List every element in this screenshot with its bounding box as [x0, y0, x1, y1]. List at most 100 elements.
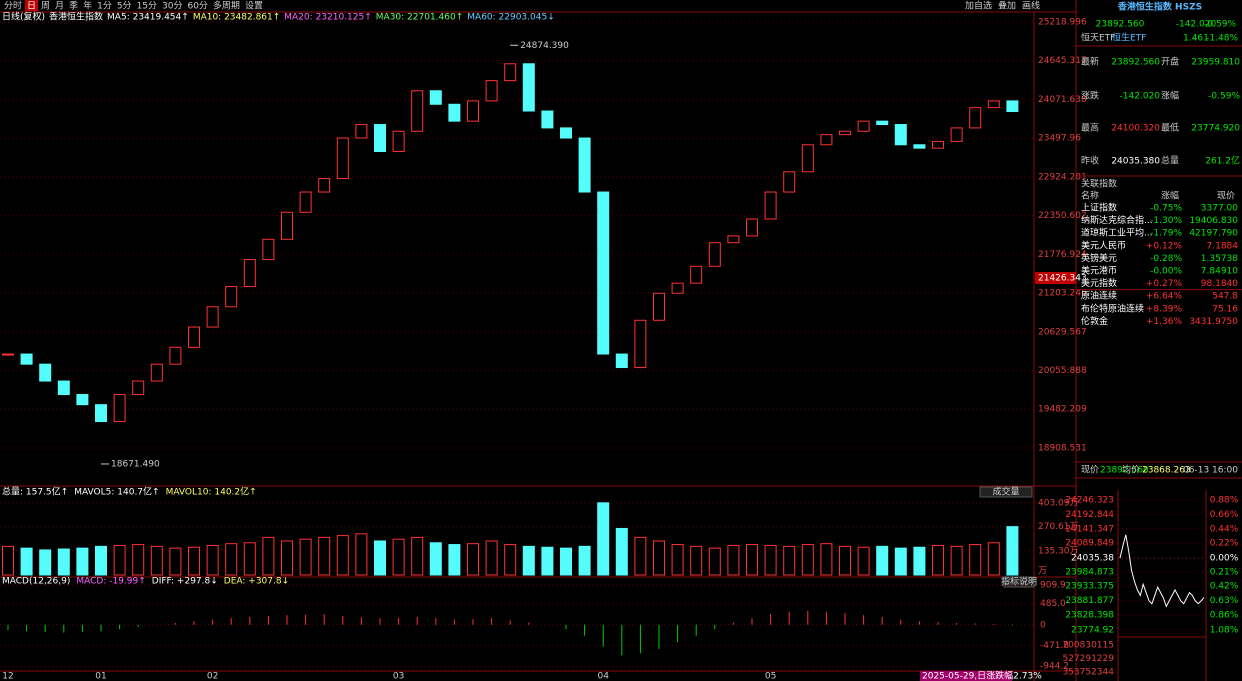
related-name[interactable]: 布伦特原油连续 — [1081, 302, 1144, 314]
minute-volume-label: 527291229 — [1062, 654, 1114, 664]
price-legend: MA30: 22701.460↑ — [376, 13, 463, 23]
toolbar-action[interactable]: 加自选 — [965, 0, 992, 12]
volume-bar — [560, 547, 572, 576]
related-name[interactable]: 伦敦金 — [1081, 315, 1108, 327]
y-tick-label: 403.09万 — [1038, 498, 1079, 508]
volume-bar — [95, 545, 107, 576]
volume-bar — [485, 540, 498, 576]
volume-bar — [913, 546, 926, 576]
volume-bar — [727, 544, 740, 576]
candle — [578, 137, 591, 193]
volume-bar — [262, 536, 275, 576]
toolbar-tab[interactable]: 季 — [69, 0, 78, 12]
candle — [522, 63, 535, 112]
toolbar-tab[interactable]: 设置 — [245, 1, 263, 12]
volume-bar — [113, 544, 126, 576]
related-price: 7.1884 — [1207, 241, 1239, 251]
toolbar-tab[interactable]: 60分 — [187, 1, 207, 12]
candle — [634, 319, 647, 369]
candle — [262, 238, 275, 261]
macd-button-label[interactable]: 指标说明 — [1001, 576, 1037, 588]
y-tick-label: 0 — [1040, 620, 1046, 630]
toolbar-tab[interactable]: 5分 — [117, 1, 132, 12]
volume-button-label[interactable]: 成交量 — [992, 486, 1019, 498]
toolbar-action[interactable]: 叠加 — [998, 1, 1016, 12]
toolbar-tab[interactable]: 15分 — [137, 1, 157, 12]
volume-bar — [653, 540, 665, 576]
candle — [876, 120, 889, 126]
candle — [950, 127, 963, 142]
quote-value: -142.020 — [1120, 92, 1161, 102]
candle — [913, 144, 926, 149]
volume-bar — [392, 538, 405, 576]
volume-bar — [225, 543, 238, 576]
volume-bar — [132, 544, 145, 576]
toolbar-tab[interactable]: 1分 — [97, 1, 112, 12]
y-tick-label: 135.30万 — [1038, 546, 1079, 556]
volume-bar — [894, 547, 907, 576]
minute-volume-label: 353752344 — [1062, 668, 1114, 678]
volume-bar — [597, 502, 610, 576]
toolbar-tab[interactable]: 30分 — [162, 1, 182, 12]
y-tick-label: 21776.924 — [1038, 250, 1087, 260]
toolbar-tab[interactable]: 分时 — [4, 0, 22, 12]
candle — [20, 353, 33, 365]
minute-pct-label: 0.66% — [1210, 510, 1239, 520]
volume-bar — [634, 536, 647, 576]
related-price: 547.8 — [1212, 292, 1238, 302]
toolbar-tab[interactable]: 多周期 — [213, 0, 240, 12]
related-pct: -1.79% — [1150, 229, 1182, 239]
toolbar-action[interactable]: 画线 — [1022, 0, 1040, 12]
toolbar-tab[interactable]: 年 — [83, 0, 92, 12]
price-legend: MA60: 22903.045↓ — [467, 13, 554, 23]
volume-bar — [150, 545, 163, 576]
quote-label: 涨幅 — [1161, 90, 1179, 102]
candle — [485, 80, 498, 102]
toolbar-tab[interactable]: 周 — [41, 1, 50, 12]
related-title: 关联指数 — [1081, 178, 1117, 190]
macd-button[interactable] — [1003, 576, 1035, 588]
y-tick-label: 909.9 — [1040, 580, 1066, 590]
related-name[interactable]: 美元人民币 — [1081, 239, 1126, 251]
related-name[interactable]: 上证指数 — [1081, 202, 1117, 214]
price-legend: 日线(复权) — [2, 11, 45, 23]
y-tick-label: -944.2 — [1040, 662, 1069, 672]
related-name[interactable]: 纳斯达克综合指... — [1081, 214, 1153, 226]
related-header: 现价 — [1217, 191, 1235, 202]
volume-bar — [541, 546, 554, 576]
toolbar-tab[interactable]: 月 — [55, 1, 64, 12]
related-name[interactable]: 英镑美元 — [1081, 252, 1117, 264]
volume-bar — [504, 544, 517, 576]
related-name[interactable]: 美元港币 — [1081, 265, 1117, 277]
related-name[interactable]: 道琼斯工业平均... — [1081, 227, 1153, 239]
related-pct: -0.00% — [1150, 267, 1182, 277]
y-tick-label: 24645.317 — [1038, 56, 1087, 66]
toolbar-tab[interactable]: 日 — [27, 1, 36, 12]
related-pct: +0.27% — [1146, 279, 1183, 289]
minute-y-label: 24246.323 — [1065, 495, 1114, 505]
related-name[interactable]: 原油连续 — [1081, 290, 1117, 302]
minute-pct-label: 0.21% — [1210, 567, 1239, 577]
volume-bar — [299, 538, 312, 576]
candle — [597, 191, 610, 355]
x-tick-label: 04 — [597, 672, 609, 681]
related-price: 3377.00 — [1201, 204, 1238, 214]
volume-button[interactable] — [979, 486, 1033, 498]
related-name[interactable]: 美元指数 — [1081, 277, 1117, 289]
volume-bar — [746, 544, 758, 576]
volume-bar — [429, 542, 442, 576]
cursor-price: 21426.343 — [1038, 274, 1087, 284]
volume-bar — [690, 545, 703, 576]
volume-unit: 万 — [1038, 567, 1047, 577]
candle — [336, 137, 349, 180]
macd-legend: MACD: -19.99↑ — [76, 577, 145, 587]
minute-header: 均价 — [1122, 464, 1140, 476]
callout-label: 24874.390 — [520, 41, 569, 51]
minute-pct-label: 1.08% — [1210, 625, 1239, 635]
candle — [39, 363, 52, 382]
minute-header: 23892.560 — [1100, 466, 1149, 476]
candle — [411, 90, 424, 132]
volume-bar — [1006, 526, 1019, 576]
candle — [448, 103, 461, 122]
price-legend: MA5: 23419.454↑ — [107, 13, 189, 23]
